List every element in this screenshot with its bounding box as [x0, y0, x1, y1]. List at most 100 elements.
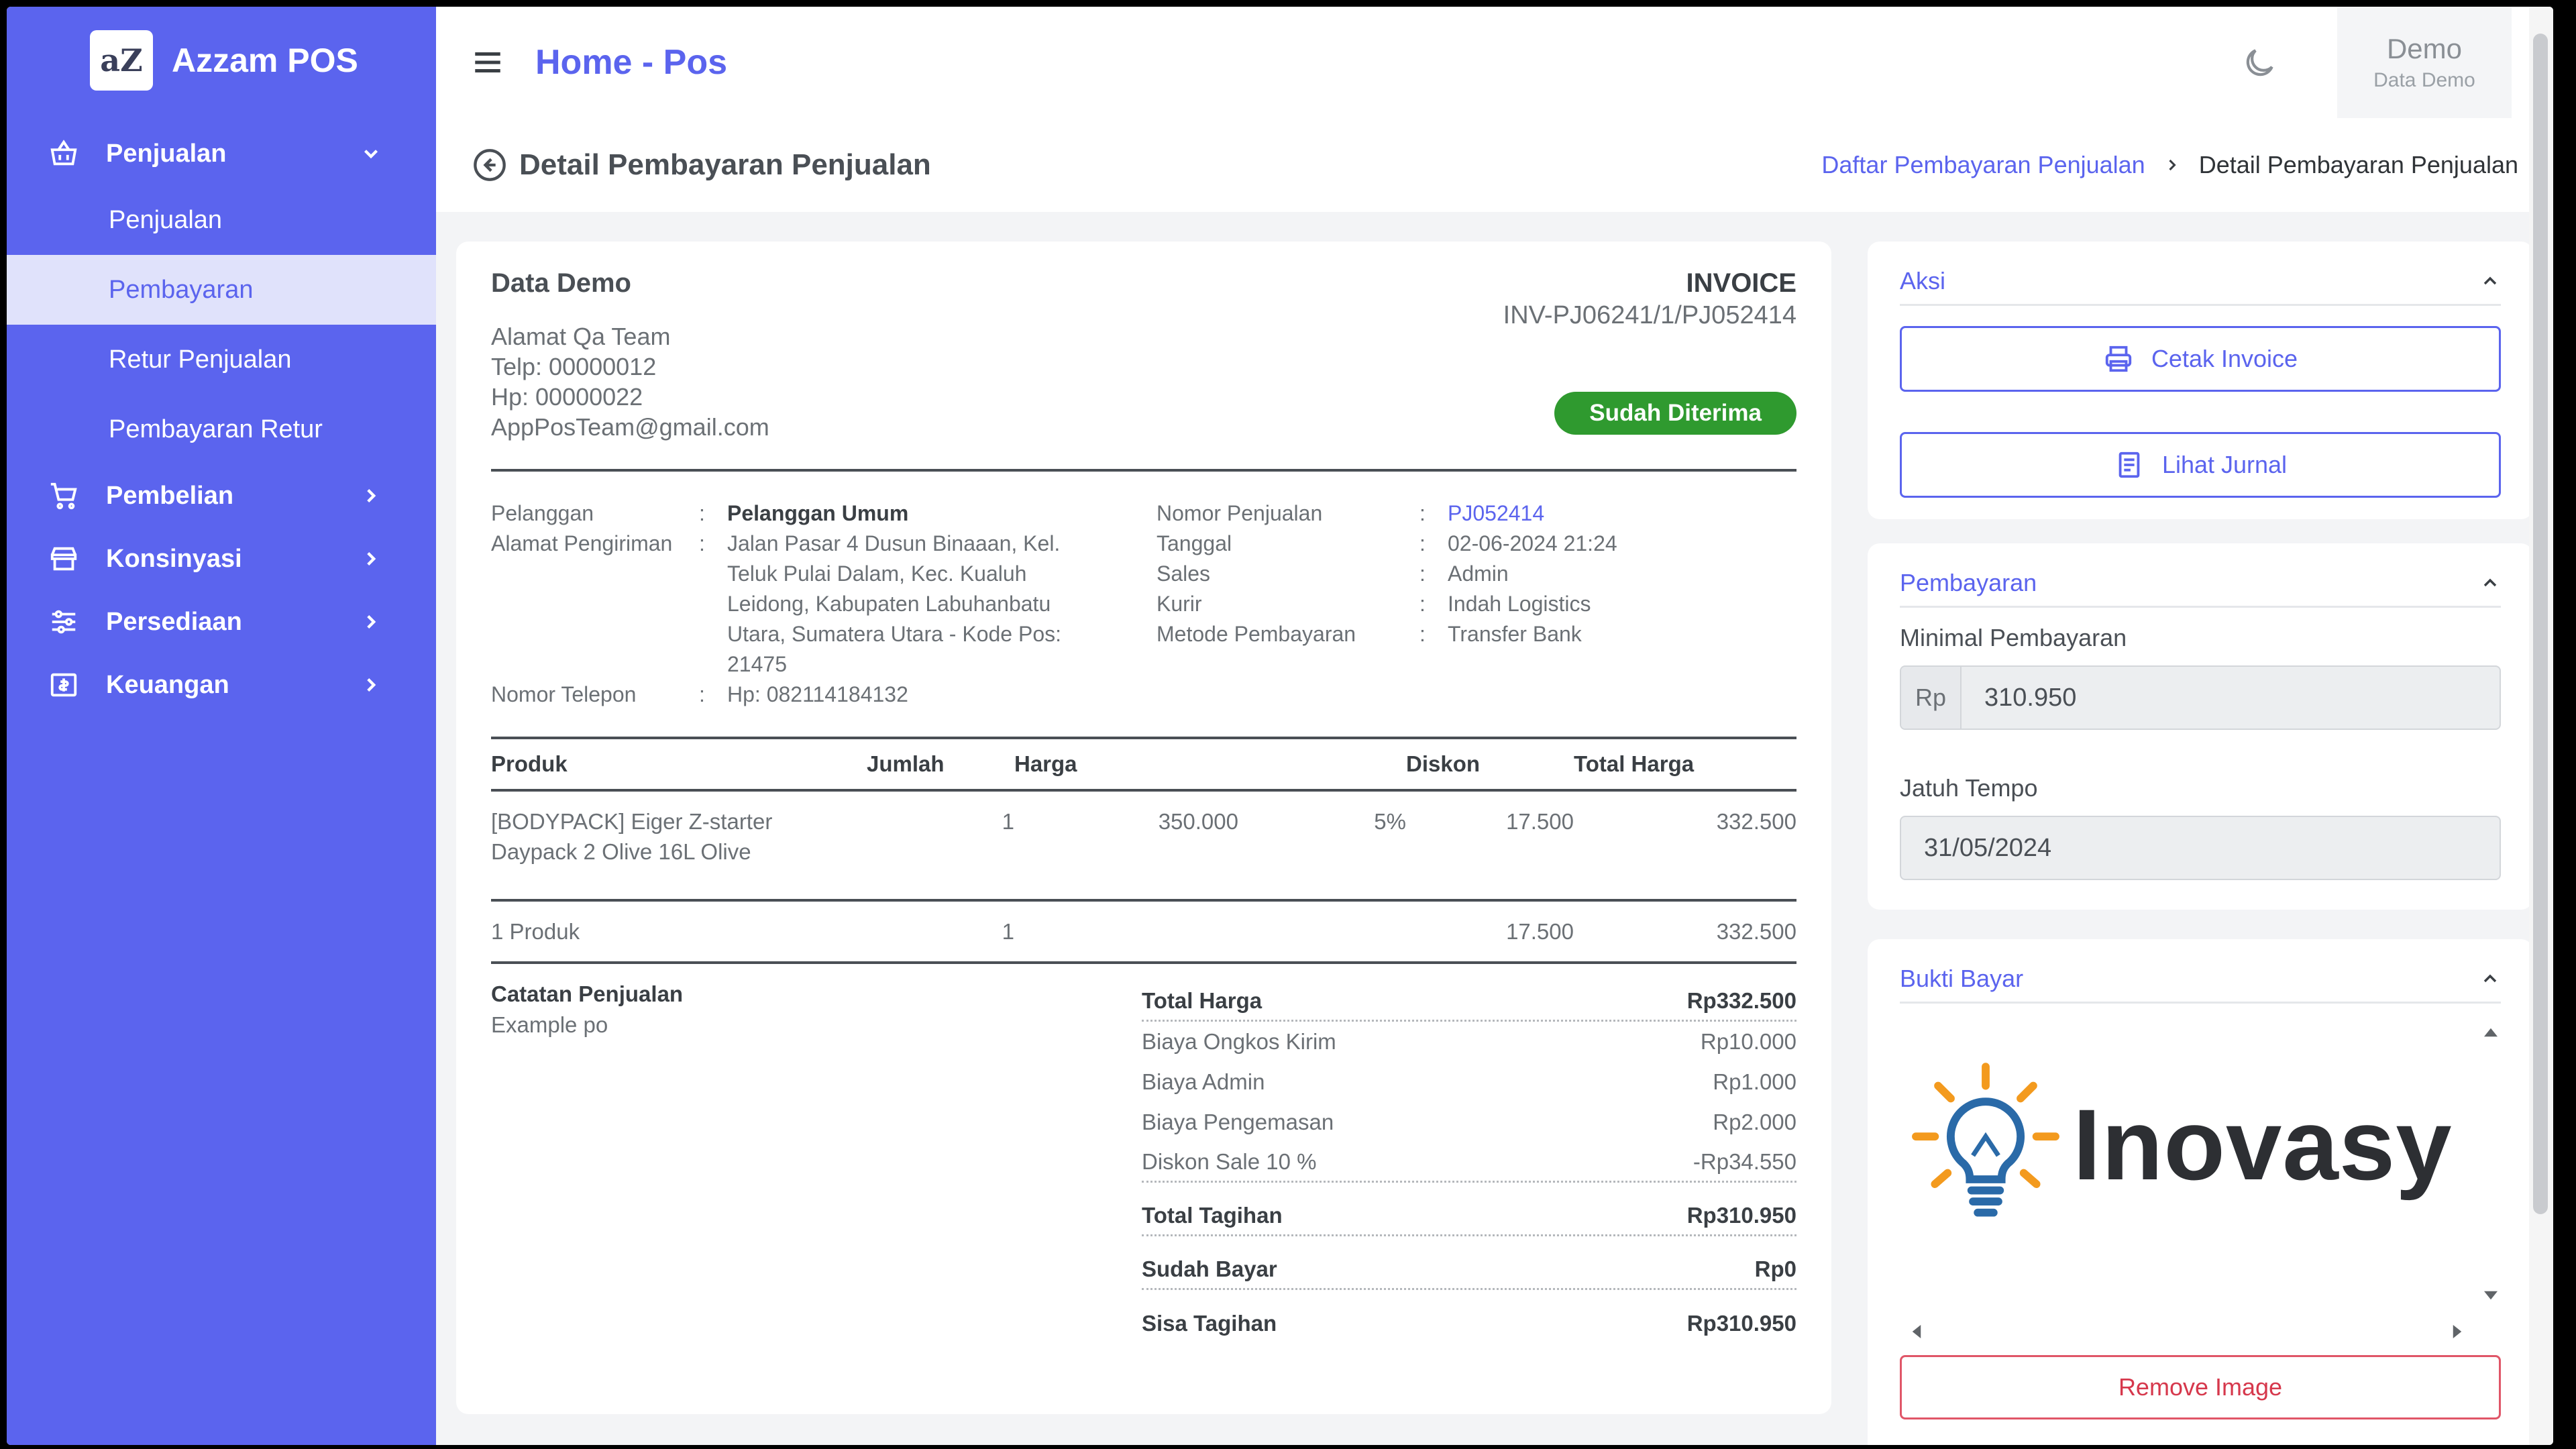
sidebar-group-penjualan[interactable]: Penjualan [7, 122, 436, 185]
total-value: Rp10.000 [1700, 1029, 1796, 1054]
sidebar-nav: Penjualan Penjualan Pembayaran Retur Pen… [7, 122, 436, 716]
sidebar-group-konsinyasi[interactable]: Konsinyasi [7, 527, 436, 590]
info-row: Kurir : Indah Logistics [1157, 589, 1796, 619]
column-header: Harga [1014, 737, 1238, 792]
total-label: Biaya Admin [1142, 1069, 1265, 1094]
company-name: Data Demo [491, 268, 631, 298]
chevron-right-icon [360, 674, 382, 696]
scroll-up-icon[interactable] [2481, 1022, 2501, 1042]
company-block: Data Demo Alamat Qa Team Telp: 00000012 … [491, 268, 769, 442]
store-icon [48, 543, 79, 574]
printer-icon [2103, 343, 2134, 374]
scrollbar-thumb[interactable] [2533, 34, 2548, 1214]
total-value: Rp310.950 [1686, 1202, 1796, 1228]
pembayaran-card: Pembayaran Minimal Pembayaran Rp 310.950… [1868, 543, 2533, 910]
topbar: Home - Pos Demo Data Demo [436, 7, 2553, 118]
payment-proof-image[interactable]: Inovasy [1900, 1017, 2501, 1339]
sales-person: Admin [1448, 561, 1509, 586]
company-address: Alamat Qa Team [491, 323, 671, 350]
chevron-right-icon [360, 484, 382, 507]
remove-image-button[interactable]: Remove Image [1900, 1355, 2501, 1419]
sidebar-group-pembelian[interactable]: Pembelian [7, 464, 436, 527]
info-label: Sales [1157, 561, 1211, 586]
sale-number-link[interactable]: PJ052414 [1448, 501, 1545, 525]
back-arrow-icon[interactable] [472, 148, 507, 182]
breadcrumb: Daftar Pembayaran Penjualan Detail Pemba… [1821, 151, 2518, 179]
user-role: Data Demo [2373, 69, 2475, 91]
cell-diskon: 17.500 [1406, 899, 1574, 964]
brand-logo: aZ [90, 30, 153, 91]
view-journal-button[interactable]: Lihat Jurnal [1900, 432, 2501, 498]
page-scrollbar[interactable] [2529, 7, 2553, 1445]
notes-body: Example po [491, 1012, 608, 1037]
print-invoice-button[interactable]: Cetak Invoice [1900, 326, 2501, 392]
logo-text: Inovasy [2073, 1087, 2453, 1201]
total-row: Total Tagihan Rp310.950 [1142, 1196, 1796, 1236]
info-colon: : [699, 501, 705, 525]
sidebar-group-persediaan[interactable]: Persediaan [7, 590, 436, 653]
minimal-payment-value: 310.950 [1984, 683, 2077, 712]
invoice-label: INVOICE [1686, 268, 1796, 298]
status-badge: Sudah Diterima [1554, 392, 1796, 435]
due-date-field[interactable]: 31/05/2024 [1900, 816, 2501, 880]
chevron-right-icon [360, 610, 382, 633]
company-email: AppPosTeam@gmail.com [491, 413, 769, 441]
total-value: Rp332.500 [1686, 987, 1796, 1013]
total-label: Biaya Ongkos Kirim [1142, 1029, 1336, 1054]
info-row: Alamat Pengiriman : Jalan Pasar 4 Dusun … [491, 529, 1076, 680]
customer-name: Pelanggan Umum [727, 501, 909, 525]
dark-mode-toggle-icon[interactable] [2241, 44, 2278, 82]
table-row: [BODYPACK] Eiger Z-starter Daypack 2 Oli… [491, 790, 1796, 900]
total-row: Biaya Pengemasan Rp2.000 [1142, 1102, 1796, 1142]
total-value: Rp2.000 [1713, 1110, 1796, 1134]
totals: Total Harga Rp332.500 Biaya Ongkos Kirim… [1142, 981, 1796, 1344]
lightbulb-icon [1912, 1063, 2059, 1217]
column-header-pct [1238, 737, 1406, 792]
pembayaran-header[interactable]: Pembayaran [1900, 559, 2501, 608]
scroll-left-icon[interactable] [1907, 1322, 1927, 1342]
total-label: Total Tagihan [1142, 1202, 1283, 1228]
cell-empty [1014, 899, 1238, 964]
total-row: Diskon Sale 10 % -Rp34.550 [1142, 1142, 1796, 1183]
invoice-card: Data Demo Alamat Qa Team Telp: 00000012 … [456, 241, 1831, 1414]
user-menu[interactable]: Demo Data Demo [2337, 7, 2512, 118]
sidebar-item-pembayaran-retur[interactable]: Pembayaran Retur [109, 415, 323, 443]
total-row: Total Harga Rp332.500 [1142, 981, 1796, 1022]
brand[interactable]: aZ Azzam POS [7, 7, 436, 114]
company-hp: Hp: 00000022 [491, 383, 643, 411]
chevron-up-icon[interactable] [2479, 572, 2501, 594]
sidebar-item-retur-penjualan[interactable]: Retur Penjualan [109, 345, 292, 374]
aksi-card: Aksi Cetak Invoice Lihat Jurnal [1868, 241, 2533, 519]
bukti-header[interactable]: Bukti Bayar [1900, 955, 2501, 1004]
shipping-address: Jalan Pasar 4 Dusun Binaaan, Kel. Teluk … [727, 531, 1061, 676]
chevron-up-icon[interactable] [2479, 968, 2501, 989]
total-value: Rp1.000 [1713, 1069, 1796, 1094]
chevron-up-icon[interactable] [2479, 270, 2501, 292]
sidebar-item-pembayaran[interactable]: Pembayaran [7, 255, 436, 325]
breadcrumb-link[interactable]: Daftar Pembayaran Penjualan [1821, 151, 2145, 178]
due-date-value: 31/05/2024 [1924, 833, 2052, 862]
sidebar: aZ Azzam POS Penjualan Penjualan Pembaya… [7, 7, 436, 1445]
page-heading: Home - Pos [535, 43, 728, 82]
scroll-right-icon[interactable] [2447, 1322, 2467, 1342]
aksi-header[interactable]: Aksi [1900, 258, 2501, 306]
total-row: Sisa Tagihan Rp310.950 [1142, 1303, 1796, 1344]
phone-number: Hp: 082114184132 [727, 682, 908, 706]
hamburger-menu-icon[interactable] [471, 46, 504, 79]
sidebar-group-label: Pembelian [106, 481, 234, 510]
scroll-down-icon[interactable] [2481, 1285, 2501, 1305]
info-colon: : [1419, 531, 1426, 555]
sidebar-item-penjualan[interactable]: Penjualan [109, 205, 223, 234]
sale-notes: Catatan Penjualan Example po [491, 981, 1142, 1344]
cell-diskon: 17.500 [1506, 809, 1574, 834]
cart-icon [48, 480, 79, 511]
sidebar-group-keuangan[interactable]: Keuangan [7, 653, 436, 716]
cell-total: 332.500 [1716, 809, 1796, 834]
minimal-payment-field[interactable]: Rp 310.950 [1900, 665, 2501, 730]
cell-harga: 350.000 [1158, 809, 1238, 834]
subheader: Detail Pembayaran Penjualan Daftar Pemba… [436, 118, 2553, 212]
cell-jumlah: 1 [1002, 809, 1014, 834]
table-header-row: Produk Jumlah Harga Diskon Total Harga [491, 737, 1796, 792]
info-row: Pelanggan : Pelanggan Umum [491, 498, 1076, 529]
table-total-row: 1 Produk 1 17.500 332.500 [491, 899, 1796, 964]
